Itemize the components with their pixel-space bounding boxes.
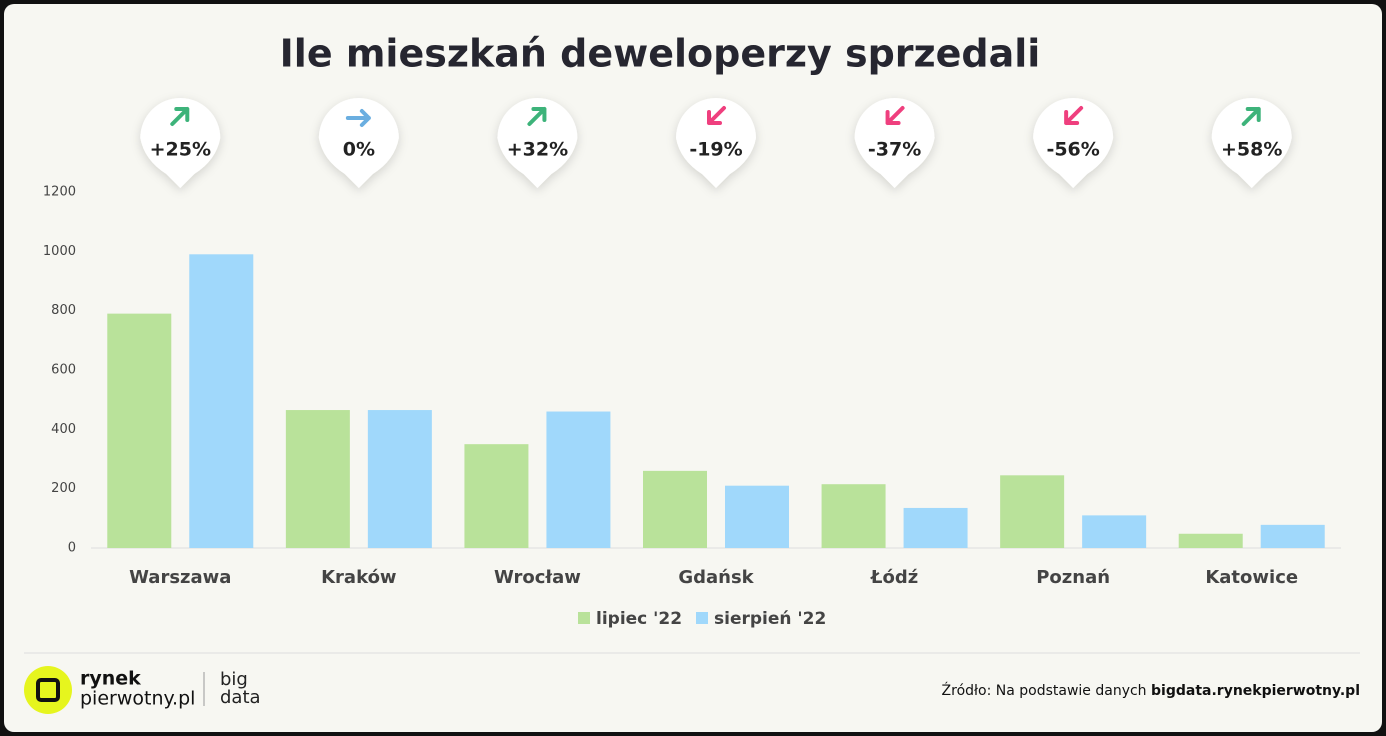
annotation-label: -19% bbox=[689, 139, 742, 161]
source: Źródło: Na podstawie danych bigdata.ryne… bbox=[942, 681, 1360, 699]
logo-circle bbox=[24, 666, 72, 714]
arrow-down bbox=[885, 106, 905, 125]
annotation-label: +32% bbox=[507, 139, 568, 161]
y-tick-label: 200 bbox=[51, 481, 76, 496]
annotation-bubble bbox=[140, 98, 221, 188]
logo-square bbox=[36, 678, 60, 702]
x-tick-label: Gdańsk bbox=[678, 567, 754, 588]
bar bbox=[1082, 515, 1147, 548]
bar bbox=[1178, 533, 1243, 548]
bar bbox=[546, 411, 611, 548]
x-tick-label: Wrocław bbox=[494, 567, 581, 588]
annotation-bubble bbox=[497, 97, 578, 188]
annotation-label: +58% bbox=[1221, 139, 1282, 161]
arrow-right bbox=[345, 109, 371, 127]
legend-swatch bbox=[696, 612, 708, 624]
arrow-up bbox=[1241, 107, 1261, 126]
annotation-bubble bbox=[676, 98, 756, 188]
annotation-bubble bbox=[318, 98, 399, 188]
y-tick-label: 1000 bbox=[43, 244, 76, 259]
source-prefix: Źródło: Na podstawie danych bbox=[942, 681, 1147, 699]
legend-label: lipiec '22 bbox=[596, 609, 682, 629]
source-site: bigdata.rynekpierwotny.pl bbox=[1151, 683, 1360, 699]
arrow-down bbox=[707, 106, 726, 125]
bar bbox=[464, 444, 529, 548]
bar bbox=[1260, 524, 1325, 548]
legend-label: sierpień '22 bbox=[714, 609, 826, 629]
annotation-label: 0% bbox=[343, 139, 375, 161]
x-tick-label: Łódź bbox=[870, 567, 918, 588]
annotation-bubble bbox=[854, 98, 935, 188]
arrow-down bbox=[1064, 106, 1084, 125]
annotation-bubble bbox=[1211, 98, 1292, 188]
annotation-label: -56% bbox=[1046, 139, 1099, 161]
brand-text: big bbox=[220, 669, 248, 690]
bar bbox=[367, 410, 432, 548]
y-tick-label: 0 bbox=[68, 541, 76, 556]
logo-text: pierwotny.pl bbox=[80, 688, 195, 710]
bar bbox=[643, 470, 707, 548]
brand-text: data bbox=[220, 687, 261, 708]
bar bbox=[107, 313, 172, 548]
annotation-label: +25% bbox=[150, 139, 211, 161]
x-tick-label: Poznań bbox=[1036, 567, 1110, 588]
bar bbox=[285, 410, 350, 548]
arrow-up bbox=[527, 107, 547, 126]
bar bbox=[725, 485, 789, 548]
legend-swatch bbox=[578, 612, 590, 624]
logo-text: rynek bbox=[80, 668, 141, 690]
x-tick-label: Kraków bbox=[321, 567, 396, 588]
bar bbox=[903, 507, 968, 548]
annotation-bubble bbox=[1033, 98, 1114, 188]
chart-title: Ile mieszkań deweloperzy sprzedali bbox=[280, 32, 1041, 76]
y-tick-label: 400 bbox=[51, 422, 76, 437]
y-tick-label: 600 bbox=[51, 363, 76, 378]
bar bbox=[189, 254, 254, 549]
y-tick-label: 800 bbox=[51, 303, 76, 318]
x-tick-label: Warszawa bbox=[129, 567, 231, 588]
bar bbox=[1000, 475, 1065, 548]
bar bbox=[821, 484, 886, 548]
x-tick-label: Katowice bbox=[1205, 567, 1298, 588]
annotation-label: -37% bbox=[868, 139, 921, 161]
background bbox=[4, 4, 1382, 732]
arrow-up bbox=[170, 107, 190, 126]
y-tick-label: 1200 bbox=[43, 185, 76, 200]
